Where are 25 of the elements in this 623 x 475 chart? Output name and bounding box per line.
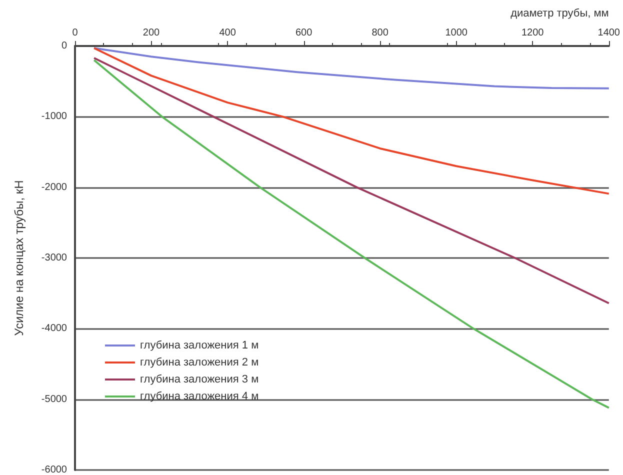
legend-label: глубина заложения 2 м <box>140 356 259 368</box>
line-series <box>93 47 610 90</box>
y-axis-title: Усилие на концах трубы, кН <box>12 180 26 336</box>
legend-label: глубина заложения 3 м <box>140 374 259 386</box>
y-tick-label: -5000 <box>41 394 68 405</box>
legend-label: глубина заложения 1 м <box>140 340 259 352</box>
line-series <box>93 57 610 304</box>
x-tick-label: 200 <box>142 28 160 38</box>
line-series <box>93 59 610 409</box>
x-tick-label: 0 <box>72 28 78 38</box>
x-tick-label: 800 <box>372 28 389 38</box>
legend-label: глубина заложения 4 м <box>140 390 259 402</box>
x-tick-label: 1000 <box>445 28 468 38</box>
x-tick-label: 1200 <box>521 28 544 38</box>
line-series <box>93 47 610 195</box>
y-tick-label: -6000 <box>41 464 68 475</box>
y-tick-label: -1000 <box>41 111 68 122</box>
x-tick-label: 600 <box>295 28 313 38</box>
y-tick-label: -2000 <box>41 182 68 193</box>
x-tick-label: 1400 <box>598 28 620 38</box>
y-tick-label: -3000 <box>41 252 68 264</box>
x-tick-label: 400 <box>219 28 236 38</box>
y-tick-label: -4000 <box>41 323 68 334</box>
x-axis-title: диаметр трубы, мм <box>510 8 609 20</box>
y-tick-label: 0 <box>61 40 68 52</box>
